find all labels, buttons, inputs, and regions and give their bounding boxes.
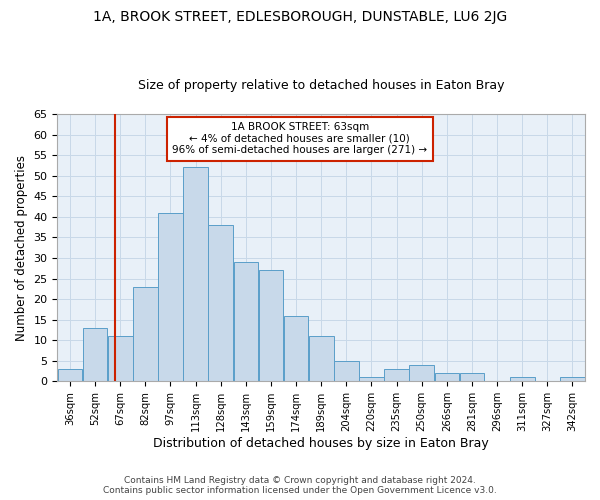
- Text: 1A, BROOK STREET, EDLESBOROUGH, DUNSTABLE, LU6 2JG: 1A, BROOK STREET, EDLESBOROUGH, DUNSTABL…: [93, 10, 507, 24]
- Bar: [334, 361, 359, 382]
- Bar: [133, 286, 158, 382]
- Bar: [183, 168, 208, 382]
- X-axis label: Distribution of detached houses by size in Eaton Bray: Distribution of detached houses by size …: [154, 437, 489, 450]
- Bar: [284, 316, 308, 382]
- Bar: [108, 336, 133, 382]
- Bar: [58, 369, 82, 382]
- Bar: [158, 212, 183, 382]
- Bar: [434, 373, 459, 382]
- Bar: [359, 377, 384, 382]
- Bar: [409, 365, 434, 382]
- Bar: [208, 225, 233, 382]
- Y-axis label: Number of detached properties: Number of detached properties: [15, 154, 28, 340]
- Bar: [309, 336, 334, 382]
- Bar: [259, 270, 283, 382]
- Bar: [233, 262, 258, 382]
- Title: Size of property relative to detached houses in Eaton Bray: Size of property relative to detached ho…: [138, 79, 505, 92]
- Text: Contains HM Land Registry data © Crown copyright and database right 2024.
Contai: Contains HM Land Registry data © Crown c…: [103, 476, 497, 495]
- Bar: [560, 377, 585, 382]
- Text: 1A BROOK STREET: 63sqm
← 4% of detached houses are smaller (10)
96% of semi-deta: 1A BROOK STREET: 63sqm ← 4% of detached …: [172, 122, 427, 156]
- Bar: [510, 377, 535, 382]
- Bar: [83, 328, 107, 382]
- Bar: [384, 369, 409, 382]
- Bar: [460, 373, 484, 382]
